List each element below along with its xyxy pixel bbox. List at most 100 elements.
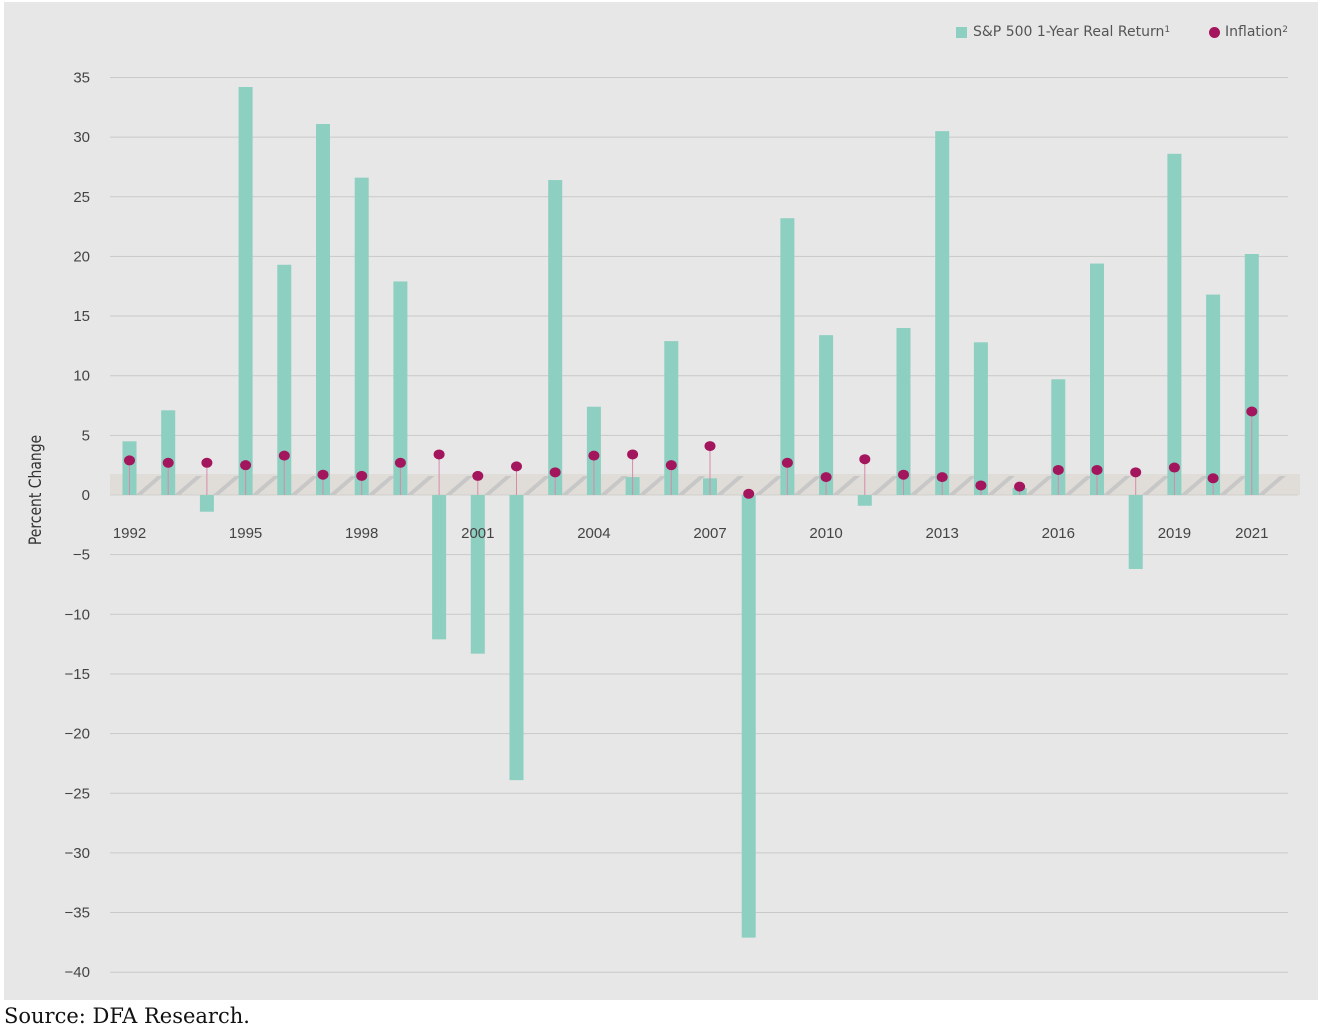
dot-inflation-2019 xyxy=(1168,462,1180,473)
y-tick-label: −5 xyxy=(73,547,90,564)
bar-sp500-1999 xyxy=(393,281,408,495)
legend-item-sp500: S&P 500 1-Year Real Return 1 xyxy=(956,24,1170,40)
dot-inflation-1996 xyxy=(278,450,290,461)
floor-shadow xyxy=(522,476,551,495)
x-tick-label: 2016 xyxy=(1042,525,1075,542)
dot-inflation-2001 xyxy=(472,470,484,481)
bar-sp500-2016 xyxy=(1051,379,1066,495)
floor-shadow xyxy=(948,476,977,495)
y-tick-label: −40 xyxy=(65,964,90,981)
dot-inflation-2018 xyxy=(1130,467,1142,478)
y-tick-label: 20 xyxy=(73,248,90,265)
floor-shadow xyxy=(909,476,938,495)
source-note: Source: DFA Research. xyxy=(4,1004,250,1028)
x-tick-label: 2013 xyxy=(926,525,959,542)
y-tick-label: −20 xyxy=(65,726,90,743)
bar-sp500-2002 xyxy=(509,495,524,781)
bar-sp500-2006 xyxy=(664,341,679,495)
x-tick-label: 2004 xyxy=(577,525,610,542)
bar-sp500-1998 xyxy=(354,177,369,496)
dot-inflation-2000 xyxy=(433,449,445,460)
floor-shadow xyxy=(638,476,667,495)
dot-inflation-2014 xyxy=(975,480,987,491)
dot-inflation-2008 xyxy=(743,488,755,499)
floor-shadow xyxy=(1025,476,1054,495)
y-axis-label: Percent Change xyxy=(26,434,46,546)
dot-inflation-2009 xyxy=(781,457,793,468)
floor-shadow xyxy=(716,476,744,495)
legend-label-sp500: S&P 500 1-Year Real Return xyxy=(973,24,1165,40)
floor-shadow xyxy=(406,476,435,495)
dot-inflation-1994 xyxy=(201,457,213,468)
bar-sp500-2017 xyxy=(1090,263,1104,495)
bar-sp500-2010 xyxy=(819,335,834,495)
y-tick-label: −10 xyxy=(65,606,90,623)
bar-sp500-1993 xyxy=(161,410,176,495)
bar-sp500-2014 xyxy=(973,342,988,495)
dot-inflation-2017 xyxy=(1091,464,1103,475)
dot-inflation-2013 xyxy=(936,472,948,483)
y-tick-label: −15 xyxy=(65,666,90,683)
floor-shadow xyxy=(290,476,319,495)
floor-shadow xyxy=(1141,476,1170,495)
y-tick-label: 35 xyxy=(73,69,90,86)
legend-label-inflation: Inflation xyxy=(1225,24,1283,40)
bar-sp500-2003 xyxy=(548,180,563,495)
y-tick-label: −35 xyxy=(65,905,90,922)
x-tick-label: 2021 xyxy=(1235,525,1268,542)
x-tick-label: 1998 xyxy=(345,525,378,542)
bar-sp500-2008 xyxy=(741,495,756,938)
x-tick-label: 2001 xyxy=(461,525,494,542)
y-tick-label: 25 xyxy=(73,189,90,206)
dot-inflation-1999 xyxy=(394,457,406,468)
floor-shadow xyxy=(329,476,357,495)
floor-shadow xyxy=(832,476,861,495)
bar-sp500-2012 xyxy=(896,327,911,495)
floor-shadow xyxy=(754,476,783,495)
y-tick-label: 0 xyxy=(82,487,90,504)
dot-inflation-1998 xyxy=(356,470,368,481)
y-tick-label: 30 xyxy=(73,129,90,146)
chart-panel xyxy=(4,2,1318,1000)
dot-inflation-2006 xyxy=(665,460,677,471)
floor-shadow xyxy=(677,476,706,495)
dot-inflation-2011 xyxy=(859,454,871,465)
bar-sp500-2013 xyxy=(935,131,950,495)
dot-inflation-2003 xyxy=(549,467,561,478)
legend-sup-sp500: 1 xyxy=(1164,25,1171,35)
floor-shadow xyxy=(599,476,628,495)
dot-inflation-2004 xyxy=(588,450,600,461)
dot-inflation-2005 xyxy=(627,449,639,460)
x-tick-label: 2007 xyxy=(693,525,726,542)
dot-inflation-2012 xyxy=(898,469,909,480)
dot-inflation-2016 xyxy=(1052,464,1064,475)
floor-shadow xyxy=(1257,476,1286,495)
bar-sp500-1995 xyxy=(238,86,253,495)
dot-inflation-1995 xyxy=(240,460,252,471)
floor-shadow xyxy=(174,476,203,495)
dot-inflation-2007 xyxy=(704,441,716,452)
dot-inflation-1992 xyxy=(124,455,135,466)
y-tick-label: −25 xyxy=(65,785,90,802)
floor-shadow xyxy=(1064,476,1093,495)
bar-sp500-2019 xyxy=(1167,153,1182,495)
floor-shadow xyxy=(561,476,590,495)
bar-sp500-2021 xyxy=(1244,254,1259,495)
dot-inflation-1993 xyxy=(162,457,174,468)
bar-sp500-1994 xyxy=(199,495,214,512)
x-tick-label: 2019 xyxy=(1158,525,1191,542)
dot-inflation-2015 xyxy=(1014,481,1026,492)
floor-shadow xyxy=(793,476,822,495)
floor-shadow xyxy=(445,476,474,495)
y-tick-label: −30 xyxy=(65,845,90,862)
bar-sp500-2011 xyxy=(857,495,872,506)
dot-inflation-2002 xyxy=(511,461,522,472)
dot-inflation-2010 xyxy=(820,472,832,483)
bar-sp500-2009 xyxy=(780,218,795,495)
dot-inflation-2020 xyxy=(1207,473,1219,484)
bar-sp500-1996 xyxy=(277,264,292,495)
floor-shadow xyxy=(135,476,164,495)
legend-sup-inflation: 2 xyxy=(1282,25,1288,35)
y-tick-label: 5 xyxy=(82,427,90,444)
